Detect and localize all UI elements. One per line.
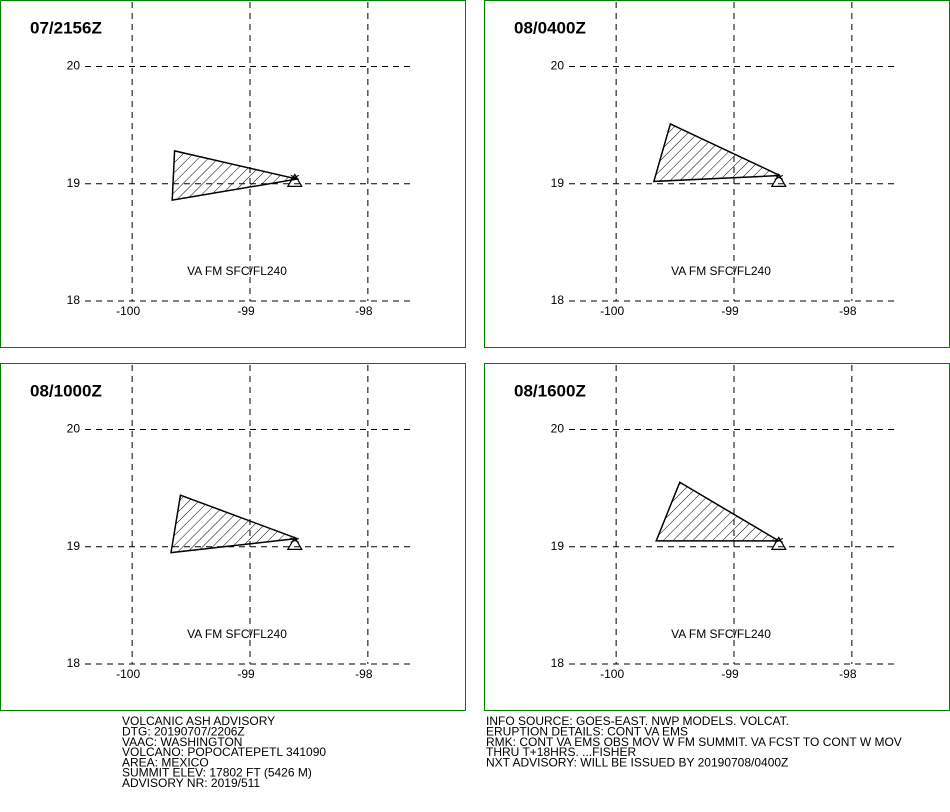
y-tick-label: 20 bbox=[551, 59, 565, 73]
ash-area bbox=[652, 122, 781, 183]
x-tick-label: -100 bbox=[116, 667, 140, 681]
advisory-line: VOLCANO: POPOCATEPETL 341090 bbox=[122, 745, 326, 759]
panel-title: 07/2156Z bbox=[30, 18, 102, 37]
x-tick-label: -98 bbox=[355, 667, 373, 681]
advisory-line: ERUPTION DETAILS: CONT VA EMS bbox=[486, 724, 688, 738]
map-panel: 18 19 20 -100 -99 -98 08/1600Z VA FM SFC/FL240 bbox=[484, 363, 950, 711]
y-tick-label: 18 bbox=[67, 293, 81, 307]
panel-border bbox=[0, 363, 466, 711]
ash-area bbox=[655, 481, 782, 542]
x-tick-label: -100 bbox=[600, 667, 624, 681]
x-tick-label: -99 bbox=[237, 304, 255, 318]
advisory-line: RMK: CONT VA EMS OBS MOV W FM SUMMIT. VA… bbox=[486, 735, 902, 749]
volcano-symbol bbox=[286, 173, 303, 187]
annotation: VA FM SFC/FL240 bbox=[187, 627, 287, 641]
y-tick-label: 19 bbox=[67, 176, 81, 190]
advisory-line: VAAC: WASHINGTON bbox=[122, 735, 242, 749]
y-tick-label: 18 bbox=[67, 656, 81, 670]
x-tick-label: -100 bbox=[600, 304, 624, 318]
x-tick-label: -100 bbox=[116, 304, 140, 318]
y-tick-label: 20 bbox=[551, 422, 565, 436]
y-tick-label: 19 bbox=[551, 176, 565, 190]
y-tick-label: 19 bbox=[551, 539, 565, 553]
advisory-line: VOLCANIC ASH ADVISORY bbox=[122, 714, 275, 728]
y-tick-label: 19 bbox=[67, 539, 81, 553]
advisory-line: AREA: MEXICO bbox=[122, 755, 209, 769]
annotation: VA FM SFC/FL240 bbox=[187, 264, 287, 278]
advisory-line: THRU T+18HRS. ...FISHER bbox=[486, 745, 636, 759]
panel-border bbox=[0, 0, 466, 348]
x-tick-label: -98 bbox=[839, 304, 857, 318]
y-tick-label: 20 bbox=[67, 422, 81, 436]
x-tick-label: -98 bbox=[839, 667, 857, 681]
panel-title: 08/1600Z bbox=[514, 381, 586, 400]
y-tick-label: 18 bbox=[551, 656, 565, 670]
map-panel: 18 19 20 -100 -99 -98 08/1000Z VA FM SFC/FL240 bbox=[0, 363, 466, 711]
ash-area bbox=[170, 494, 298, 554]
x-tick-label: -99 bbox=[237, 667, 255, 681]
map-panel: 18 19 20 -100 -99 -98 08/0400Z VA FM SFC/FL240 bbox=[484, 0, 950, 348]
annotation: VA FM SFC/FL240 bbox=[671, 627, 771, 641]
y-tick-label: 20 bbox=[67, 59, 81, 73]
ash-area bbox=[171, 149, 298, 202]
advisory-line: INFO SOURCE: GOES-EAST. NWP MODELS. VOLC… bbox=[486, 714, 789, 728]
x-tick-label: -99 bbox=[721, 667, 739, 681]
annotation: VA FM SFC/FL240 bbox=[671, 264, 771, 278]
advisory-line: ADVISORY NR: 2019/511 bbox=[122, 776, 260, 790]
advisory-line: NXT ADVISORY: WILL BE ISSUED BY 20190708… bbox=[486, 755, 788, 769]
panel-title: 08/1000Z bbox=[30, 381, 102, 400]
x-tick-label: -99 bbox=[721, 304, 739, 318]
y-tick-label: 18 bbox=[551, 293, 565, 307]
volcano-symbol bbox=[770, 173, 787, 187]
x-tick-label: -98 bbox=[355, 304, 373, 318]
panel-title: 08/0400Z bbox=[514, 18, 586, 37]
map-panel: 18 19 20 -100 -99 -98 07/2156Z VA FM SFC/FL240 bbox=[0, 0, 466, 348]
advisory-line: SUMMIT ELEV: 17802 FT (5426 M) bbox=[122, 766, 312, 780]
advisory-line: DTG: 20190707/2206Z bbox=[122, 724, 245, 738]
volcano-symbol bbox=[770, 536, 787, 550]
volcano-symbol bbox=[286, 536, 303, 550]
